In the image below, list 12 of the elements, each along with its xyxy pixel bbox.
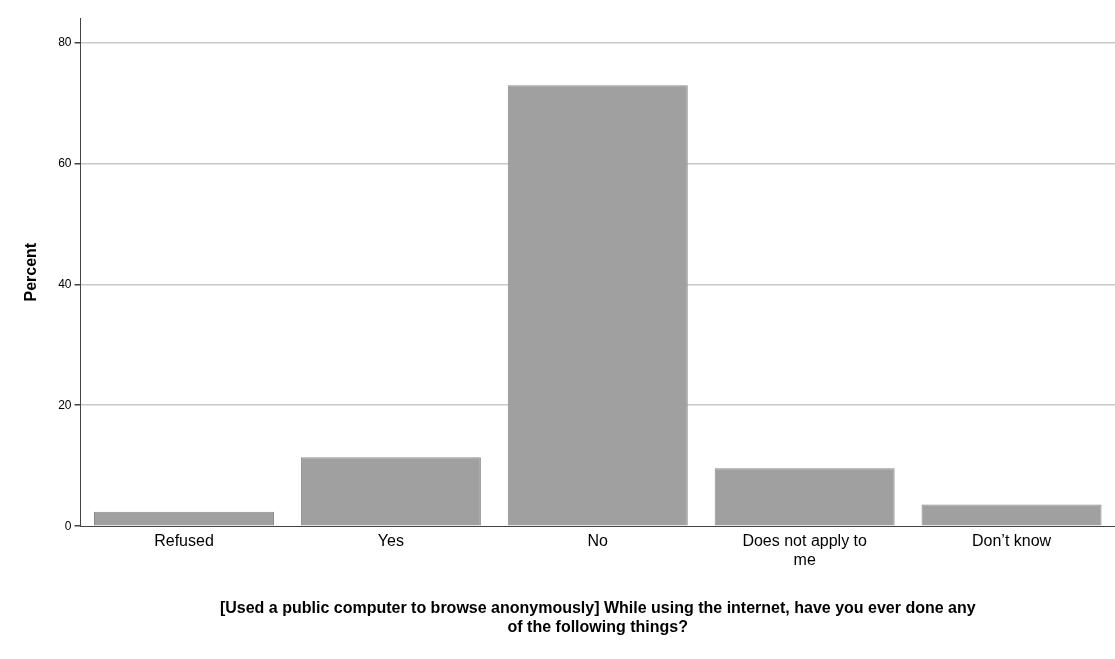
y-axis-title: Percent [22, 242, 40, 302]
x-axis-title: [Used a public computer to browse anonymously] While using the internet, have you ever done any of the following things? [219, 598, 976, 635]
y-tick-label: 60 [58, 155, 72, 170]
x-tick-label: Does not apply to me [742, 532, 868, 569]
x-tick-label: No [587, 532, 609, 550]
x-tick-label: Refused [154, 532, 214, 550]
x-tick-label: Yes [377, 532, 404, 550]
y-tick-label: 80 [58, 34, 72, 49]
y-tick-label: 40 [58, 276, 72, 291]
y-tick-label: 20 [58, 397, 72, 412]
y-tick-label: 0 [64, 518, 72, 533]
x-tick-label: Don’t know [971, 532, 1052, 550]
